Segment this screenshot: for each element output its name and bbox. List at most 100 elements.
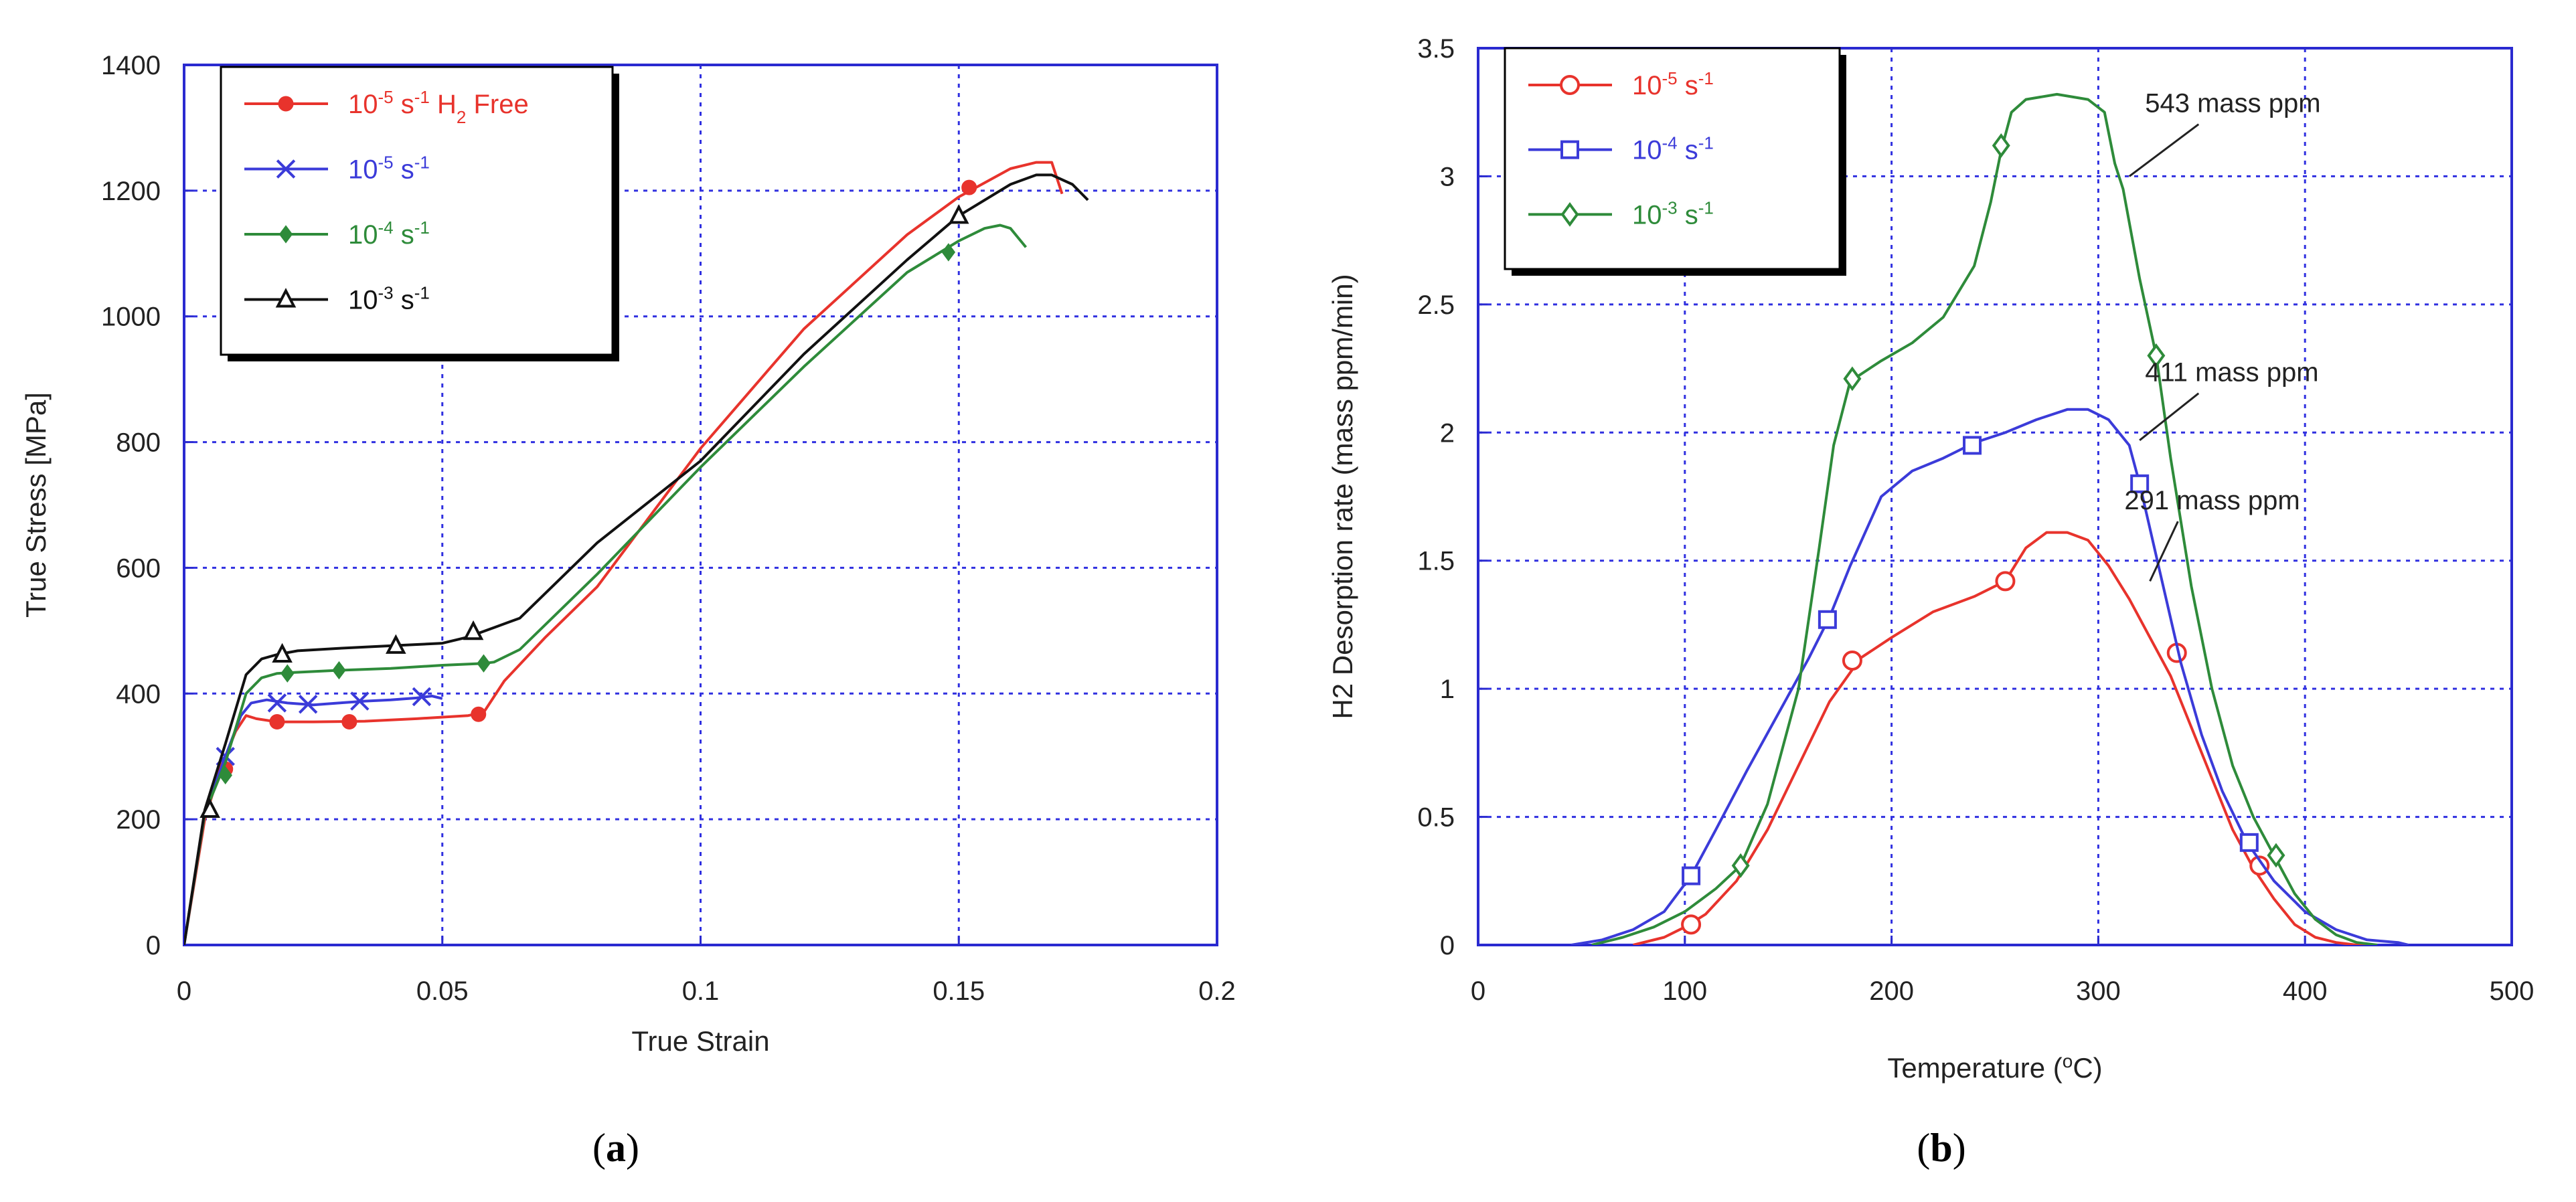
data-point <box>2147 343 2166 368</box>
data-point <box>1992 133 2010 158</box>
x-tick-label: 0.15 <box>933 976 985 1006</box>
data-point <box>269 714 285 730</box>
figure-caption: (a) <box>592 1126 639 1170</box>
legend-swatch-marker <box>1560 140 1579 159</box>
y-tick-label: 0 <box>1440 931 1455 960</box>
series-1 <box>1633 531 2367 945</box>
annotation-leader <box>2128 123 2200 177</box>
data-point <box>2239 833 2259 852</box>
data-point <box>218 766 232 785</box>
data-point <box>948 204 969 224</box>
data-point <box>1995 571 2016 592</box>
legend-swatch-marker <box>1560 201 1579 227</box>
data-point <box>199 798 220 819</box>
y-tick-label: 3 <box>1440 162 1455 191</box>
legend-label: 10-5 s-1 <box>1632 68 1714 100</box>
legend-label: 10-5 s-1 <box>348 153 430 185</box>
y-tick-label: 600 <box>116 553 161 583</box>
series-3 <box>184 224 1028 945</box>
x-tick-label: 500 <box>2490 976 2534 1006</box>
legend-box <box>220 66 614 356</box>
data-point <box>298 695 318 714</box>
x-tick-label: 200 <box>1869 976 1914 1006</box>
data-point <box>332 661 346 680</box>
x-tick-label: 0 <box>1471 976 1485 1006</box>
data-point <box>267 693 287 713</box>
figure-caption: (b) <box>1917 1126 1965 1170</box>
data-point <box>463 620 484 640</box>
series-line <box>1633 531 2367 945</box>
y-tick-label: 3.5 <box>1417 34 1455 64</box>
y-tick-label: 0 <box>146 931 161 960</box>
x-tick-label: 0 <box>177 976 191 1006</box>
data-point <box>341 714 357 730</box>
x-axis-title: Temperature (oC) <box>1887 1051 2102 1084</box>
y-tick-label: 2 <box>1440 418 1455 448</box>
data-point <box>2249 855 2270 876</box>
plot-frame <box>1477 47 2513 946</box>
x-tick-label: 300 <box>2076 976 2121 1006</box>
data-point <box>1682 866 1701 885</box>
y-tick-label: 200 <box>116 805 161 835</box>
legend-label: 10-4 s-1 <box>1632 133 1714 165</box>
series-4 <box>184 173 1089 945</box>
y-tick-label: 1200 <box>101 177 161 206</box>
y-tick-label: 1.5 <box>1417 547 1455 576</box>
series-3 <box>1591 92 2378 945</box>
annotation-label: 291 mass ppm <box>2124 486 2300 515</box>
legend-swatch-marker <box>1560 75 1580 95</box>
y-tick-label: 0.5 <box>1417 803 1455 833</box>
y-tick-label: 2.5 <box>1417 290 1455 320</box>
data-point <box>941 243 956 262</box>
data-point <box>961 179 977 195</box>
legend-label: 10-3 s-1 <box>348 283 430 315</box>
legend-swatch-marker <box>275 288 297 308</box>
legend-label: 10-3 s-1 <box>1632 197 1714 230</box>
y-tick-label: 1000 <box>101 303 161 332</box>
legend: 10-5 s-1 10-4 s-1 10-3 s-1 <box>1504 47 1846 276</box>
chart-a: 0 0.05 0.1 0.15 0.2 0 200 400 600 800 1000 1200 1400… <box>20 51 1236 1170</box>
series-line <box>1571 408 2409 945</box>
annotation-label: 543 mass ppm <box>2145 89 2320 118</box>
legend-swatch-marker <box>276 159 296 179</box>
data-point <box>1842 651 1862 671</box>
data-point <box>272 642 293 663</box>
x-tick-label: 0.05 <box>416 976 469 1006</box>
x-tick-label: 400 <box>2283 976 2328 1006</box>
y-tick-label: 400 <box>116 679 161 709</box>
data-point <box>280 664 295 683</box>
y-axis-title: H2 Desorption rate (mass ppm/min) <box>1327 274 1358 719</box>
annotation-label: 411 mass ppm <box>2145 358 2318 388</box>
x-tick-label: 0.1 <box>682 976 720 1006</box>
y-tick-label: 1 <box>1440 675 1455 704</box>
x-tick-label: 0.2 <box>1198 976 1236 1006</box>
legend-swatch-marker <box>278 225 293 244</box>
data-point <box>1843 366 1862 392</box>
data-point <box>2130 474 2150 493</box>
legend: 10-5 s-1 H2 Free 10-5 s-1 10-4 s-1 10-3 s-1 <box>220 66 619 361</box>
annotation-leader <box>2149 521 2179 582</box>
data-point <box>1681 914 1702 935</box>
data-point <box>1731 853 1750 878</box>
x-tick-label: 100 <box>1662 976 1707 1006</box>
y-tick-label: 1400 <box>101 51 161 80</box>
legend-swatch-marker <box>278 96 294 112</box>
series-2 <box>1571 408 2409 945</box>
annotation-leader <box>2139 392 2200 441</box>
data-point <box>350 691 370 711</box>
y-tick-label: 800 <box>116 428 161 458</box>
data-point <box>412 687 432 707</box>
series-line <box>184 173 1089 945</box>
legend-label: 10-5 s-1 H2 Free <box>348 87 529 127</box>
chart-b: 0 100 200 300 400 500 0 0.5 1 1.5 2 2.5 3 3.5 Temperat… <box>1327 34 2534 1170</box>
data-point <box>386 634 406 654</box>
data-point <box>477 654 491 673</box>
x-axis-title: True Strain <box>631 1025 769 1057</box>
series-line <box>1591 92 2378 945</box>
data-point <box>1963 436 1982 455</box>
data-point <box>471 706 487 722</box>
legend-label: 10-4 s-1 <box>348 218 430 250</box>
data-point <box>2267 843 2285 868</box>
y-axis-title: True Stress [MPa] <box>20 392 52 618</box>
